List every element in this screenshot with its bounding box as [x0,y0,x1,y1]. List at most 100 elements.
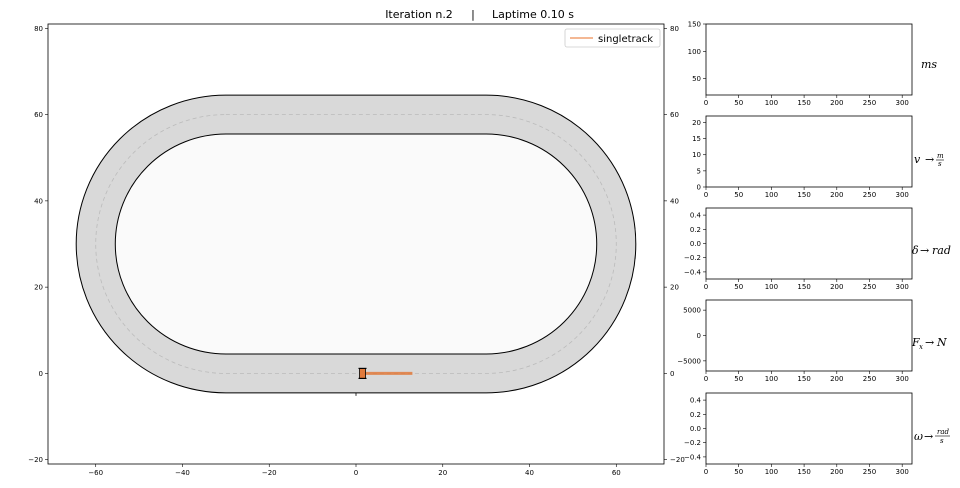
x-tick-label: 200 [830,468,843,476]
title-laptime: Laptime 0.10 s [492,8,574,21]
y-tick-label-right: 80 [670,25,679,33]
y-tick-label-right: 60 [670,111,679,119]
y-tick-label-left: 20 [34,284,43,292]
y-tick-label: 5 [697,167,701,175]
x-tick-label: 250 [863,283,876,291]
svg-text:s: s [940,437,944,445]
x-tick-label: 40 [525,469,534,477]
svg-text:ω: ω [914,430,923,443]
x-tick-label: 250 [863,191,876,199]
subplot-frame [705,207,913,280]
y-tick-label-right: 0 [670,370,674,378]
x-tick-label: 250 [863,468,876,476]
svg-text:N: N [936,336,947,349]
y-tick-label: 0.2 [690,226,701,234]
y-tick-label: −0.2 [684,439,701,447]
svg-text:δ: δ [912,244,919,257]
y-tick-label: −0.4 [684,453,702,461]
y-tick-label: −0.2 [684,254,701,262]
y-tick-label-left: −20 [28,456,43,464]
y-tick-label: 0 [697,332,701,340]
y-tick-label-right: −20 [670,456,685,464]
y-tick-label: 100 [688,48,701,56]
vehicle-body [359,368,366,379]
x-tick-label: 300 [896,99,909,107]
x-tick-label: 250 [863,99,876,107]
ms-plot: 0 50 100 150 200 250 300 50 100 150 [688,21,913,107]
subplot-frame [705,23,913,96]
track-inner-border [114,133,598,355]
force-ylabel: F x → N [911,336,947,351]
x-tick-label: 50 [734,283,743,291]
x-tick-label: 50 [734,99,743,107]
velocity-plot: 0 50 100 150 200 250 300 0 5 10 15 20 [692,115,913,199]
force-plot: 0 50 100 150 200 250 300 −5000 0 5000 [677,299,913,383]
y-tick-label: 0.4 [690,397,702,405]
svg-text:rad: rad [932,244,951,257]
x-tick-label: 0 [354,469,358,477]
y-tick-label: 0.2 [690,411,701,419]
svg-text:x: x [919,343,923,351]
x-tick-label: 200 [830,283,843,291]
x-tick-label: 300 [896,375,909,383]
ms-ylabel: ms [921,58,937,71]
legend-label: singletrack [598,34,653,45]
svg-text:s: s [938,160,942,168]
x-tick-label: 150 [797,191,810,199]
svg-text:rad: rad [937,428,950,436]
yaw-rate-ylabel: ω → rad s [914,428,950,445]
steering-plot: 0 50 100 150 200 250 300 −0.4 −0.2 0.0 0.2 0.4 [684,207,913,291]
y-tick-label-right: 20 [670,284,679,292]
svg-text:→: → [925,153,934,166]
x-tick-label: 150 [797,375,810,383]
svg-text:→: → [920,244,929,257]
x-tick-label: 60 [612,469,621,477]
svg-text:v: v [914,153,921,166]
y-tick-label: 0 [697,184,701,192]
x-tick-label: 200 [830,191,843,199]
x-tick-label: 0 [704,468,708,476]
x-tick-label: 0 [704,99,708,107]
title-separator: | [471,8,475,21]
x-tick-label: 100 [765,468,778,476]
subplot-frame [705,299,913,372]
x-tick-label: 300 [896,283,909,291]
x-tick-label: 300 [896,468,909,476]
x-tick-label: 100 [765,191,778,199]
x-tick-label: 100 [765,375,778,383]
x-tick-label: 100 [765,283,778,291]
x-tick-label: 0 [704,375,708,383]
svg-text:→: → [925,336,934,349]
x-tick-label: 50 [734,375,743,383]
x-tick-label: 50 [734,468,743,476]
svg-text:→: → [924,430,933,443]
x-tick-label: 150 [797,99,810,107]
x-tick-label: 0 [704,191,708,199]
x-tick-label: −60 [88,469,103,477]
subplot-frame [705,392,913,465]
y-tick-label: 50 [692,75,701,83]
x-tick-label: 250 [863,375,876,383]
y-tick-label: 10 [692,151,701,159]
y-tick-label: 15 [692,135,701,143]
x-tick-label: 150 [797,468,810,476]
track-centerline [95,114,617,374]
y-tick-label: −5000 [677,357,701,365]
svg-text:F: F [911,336,920,349]
x-tick-label: 200 [830,375,843,383]
y-tick-label: 0.4 [690,212,702,220]
track-map-plot: −60 −40 −20 0 20 40 60 −20 −20 0 0 20 20 40 40 60 60 80 80… [28,23,685,477]
title-iteration: Iteration n.2 [385,8,453,21]
steering-ylabel: δ → rad [912,244,951,257]
y-tick-label: 0.0 [690,425,701,433]
y-tick-label: 5000 [683,307,701,315]
y-tick-label-left: 60 [34,111,43,119]
x-tick-label: 50 [734,191,743,199]
y-tick-label-left: 40 [34,197,43,205]
x-tick-label: 150 [797,283,810,291]
y-tick-label-left: 0 [39,370,43,378]
x-tick-label: 200 [830,99,843,107]
x-tick-label: 300 [896,191,909,199]
x-tick-label: −20 [262,469,277,477]
